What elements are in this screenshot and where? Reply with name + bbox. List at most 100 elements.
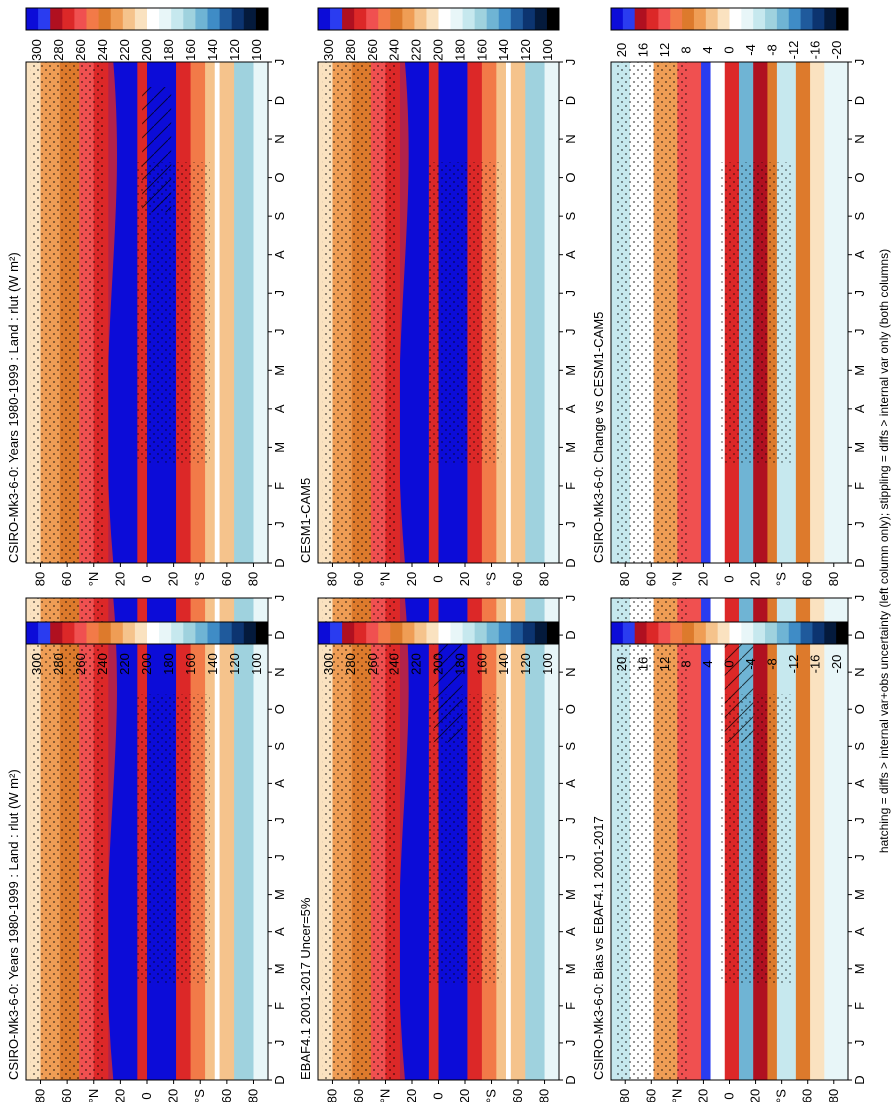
colorbar-swatch [693,622,707,644]
colorbar-swatch [622,622,636,644]
heatmap-band [253,598,269,1080]
colorbar-swatch [342,8,355,30]
colorbar-swatch [622,8,636,30]
colorbar-swatch [255,8,269,30]
colorbar-swatch [318,622,331,644]
colorbar-swatch [646,8,659,30]
colorbar-tick-label: 4 [700,660,715,667]
colorbar-swatch [195,8,208,30]
latitude-tick-label: 80 [826,1089,841,1102]
colorbar-swatch [207,622,220,644]
heatmap-band [234,62,255,563]
colorbar-tick-label: 8 [678,46,693,53]
colorbar-swatch [438,622,451,644]
colorbar-swatch [378,622,391,644]
latitude-tick-label: °N [669,1089,684,1102]
month-tick-label: M [272,963,287,974]
heatmap-band [505,598,512,1080]
colorbar-swatch [26,8,39,30]
month-tick-label: D [563,630,578,639]
colorbar-frame [610,7,849,31]
colorbar-tick-label: 140 [496,39,511,61]
colorbar-swatch [98,8,112,30]
colorbar-swatch [171,8,184,30]
colorbar-swatch [753,622,766,644]
latitude-tick-label: 60 [643,1089,658,1102]
month-tick-label: J [563,521,578,528]
latitude-tick-label: 60 [219,572,234,586]
heatmap-band [510,62,526,563]
colorbar-swatch [510,622,524,644]
month-tick-label: J [272,59,287,66]
colorbar-tick-label: 12 [657,43,672,57]
colorbar-swatch [611,622,624,644]
latitude-tick-label: 80 [33,572,48,586]
colorbar-tick-label: 200 [431,39,446,61]
month-tick-label: N [272,134,287,143]
colorbar-tick-label: 180 [452,39,467,61]
colorbar-swatch [522,8,536,30]
colorbar-swatch [74,622,87,644]
month-tick-label: A [272,250,287,259]
colorbar-swatch [243,622,257,644]
colorbar-swatch [426,8,439,30]
latitude-tick-label: 20 [404,572,419,586]
colorbar-tick-label: 160 [183,653,198,675]
colorbar-swatch [62,8,75,30]
month-tick-label: O [272,173,287,183]
month-tick-label: M [272,365,287,376]
colorbar-swatch [110,622,124,644]
heatmap-band [219,598,235,1080]
latitude-tick-label: 0 [722,1092,737,1099]
colorbar-tick-label: 280 [51,653,66,675]
colorbar-swatch [474,8,488,30]
colorbar-tick-label: -8 [765,658,780,670]
latitude-tick-label: 60 [510,1089,525,1102]
month-tick-label: J [563,817,578,824]
latitude-tick-label: 0 [722,575,737,582]
colorbar-swatch [824,622,837,644]
colorbar-swatch [219,8,233,30]
colorbar-swatch [450,622,463,644]
colorbar-swatch [207,8,220,30]
heatmap-band [496,62,507,563]
month-tick-label: D [852,558,867,567]
stippling [322,62,396,563]
hatching [142,87,172,213]
colorbar-swatch [534,622,548,644]
colorbar-tick-label: 260 [365,39,380,61]
colorbar-swatch [366,8,379,30]
month-tick-label: J [272,521,287,528]
month-tick-label: D [272,96,287,105]
month-tick-label: O [563,704,578,714]
colorbar-swatch [498,622,512,644]
colorbar-swatch [74,8,87,30]
month-tick-label: J [563,59,578,66]
colorbar-swatch [693,8,707,30]
colorbar-swatch [38,622,51,644]
latitude-tick-label: 60 [219,1089,234,1102]
colorbar-tick-label: 240 [387,653,402,675]
month-tick-label: M [563,889,578,900]
colorbar-swatch [658,8,671,30]
month-tick-label: M [852,365,867,376]
latitude-tick-label: 60 [59,572,74,586]
latitude-tick-label: °N [669,572,684,587]
colorbar-tick-label: 100 [540,39,555,61]
month-tick-label: A [272,927,287,936]
colorbar-swatch [534,8,548,30]
heatmap-band [824,598,849,1080]
stippling [720,162,792,463]
heatmap-band [795,62,811,563]
colorbar-swatch [134,8,148,30]
latitude-tick-label: 20 [695,1089,710,1102]
colorbar-frame [25,621,269,645]
month-tick-label: M [852,442,867,453]
heatmap-band [544,598,560,1080]
colorbar-swatch [658,622,671,644]
latitude-tick-label: 60 [59,1089,74,1102]
month-tick-label: N [852,134,867,143]
